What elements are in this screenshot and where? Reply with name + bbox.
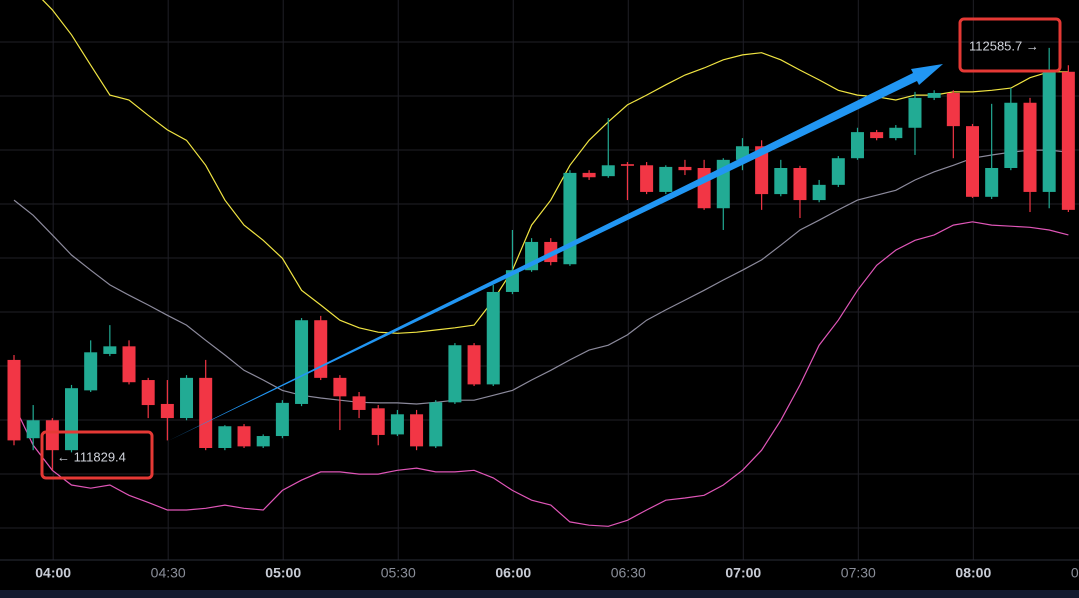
candle-body	[927, 92, 941, 98]
candle-body	[180, 377, 194, 419]
candle-body	[390, 414, 404, 435]
x-tick-label: 05:30	[381, 565, 416, 581]
x-tick-label: 08:30	[1071, 565, 1079, 581]
candle-body	[486, 291, 500, 385]
candle-body	[275, 402, 289, 437]
x-tick-label: 04:00	[35, 565, 71, 581]
annotation: ← 111829.4	[57, 449, 126, 464]
candle-body	[678, 166, 692, 171]
candle-body	[314, 320, 328, 378]
candle-body	[831, 158, 845, 185]
candle-body	[563, 172, 577, 265]
x-axis: 04:00 04:30 05:00 05:30 06:00 06:30 07:00 07:30…	[35, 565, 1079, 581]
candle-body	[812, 184, 826, 201]
candle-body	[793, 168, 807, 201]
band-line	[41, 0, 1069, 334]
candle-body	[850, 132, 864, 159]
candle-body	[946, 92, 960, 127]
candle-body	[218, 426, 232, 448]
candle-body	[410, 414, 424, 447]
x-tick-label: 08:00	[955, 565, 991, 581]
candle-body	[774, 168, 788, 195]
trend-arrow	[168, 64, 943, 441]
candle-body	[371, 408, 385, 435]
candle-body	[65, 388, 79, 451]
x-tick-label: 07:00	[725, 565, 761, 581]
candle-body	[84, 352, 98, 391]
x-tick-label: 05:00	[265, 565, 301, 581]
candle-body	[26, 420, 40, 439]
candle-body	[352, 396, 366, 410]
candle-body	[467, 345, 481, 385]
candle-body	[295, 320, 309, 404]
candle-body	[256, 436, 270, 447]
candle-body	[755, 146, 769, 195]
x-tick-label: 07:30	[841, 565, 876, 581]
candle-body	[103, 346, 117, 354]
candle-body	[237, 426, 251, 447]
candle-body	[1023, 102, 1037, 192]
candle-body	[659, 166, 673, 192]
candle-body	[908, 97, 922, 128]
candle-body	[1004, 102, 1018, 168]
candle-body	[966, 126, 979, 197]
candle-body	[620, 164, 634, 166]
annotation: 112585.7 →	[969, 38, 1039, 53]
bands	[13, 0, 1069, 527]
candle-body	[1061, 71, 1075, 210]
candle-body	[448, 345, 462, 403]
candle-body	[199, 377, 213, 448]
candle-body	[333, 377, 347, 397]
candle-body	[1042, 71, 1056, 192]
candle-body	[870, 132, 884, 139]
candle-body	[640, 165, 654, 192]
candle-body	[429, 402, 443, 447]
bottom-strip	[0, 590, 1079, 598]
candle-body	[141, 380, 155, 406]
candle-body	[582, 172, 596, 178]
candle-body	[122, 346, 136, 383]
x-tick-label: 06:30	[611, 565, 646, 581]
x-tick-label: 04:30	[151, 565, 186, 581]
candle-body	[985, 168, 999, 197]
band-line	[13, 221, 1069, 527]
annotation-box	[40, 430, 154, 480]
candle-body	[7, 359, 21, 441]
candle-body	[889, 127, 903, 139]
x-tick-label: 06:00	[495, 565, 531, 581]
candle-body	[601, 165, 615, 177]
annotation-box	[958, 17, 1062, 73]
band-line	[13, 149, 1069, 405]
candle-body	[45, 420, 59, 451]
candle-body	[160, 403, 174, 419]
